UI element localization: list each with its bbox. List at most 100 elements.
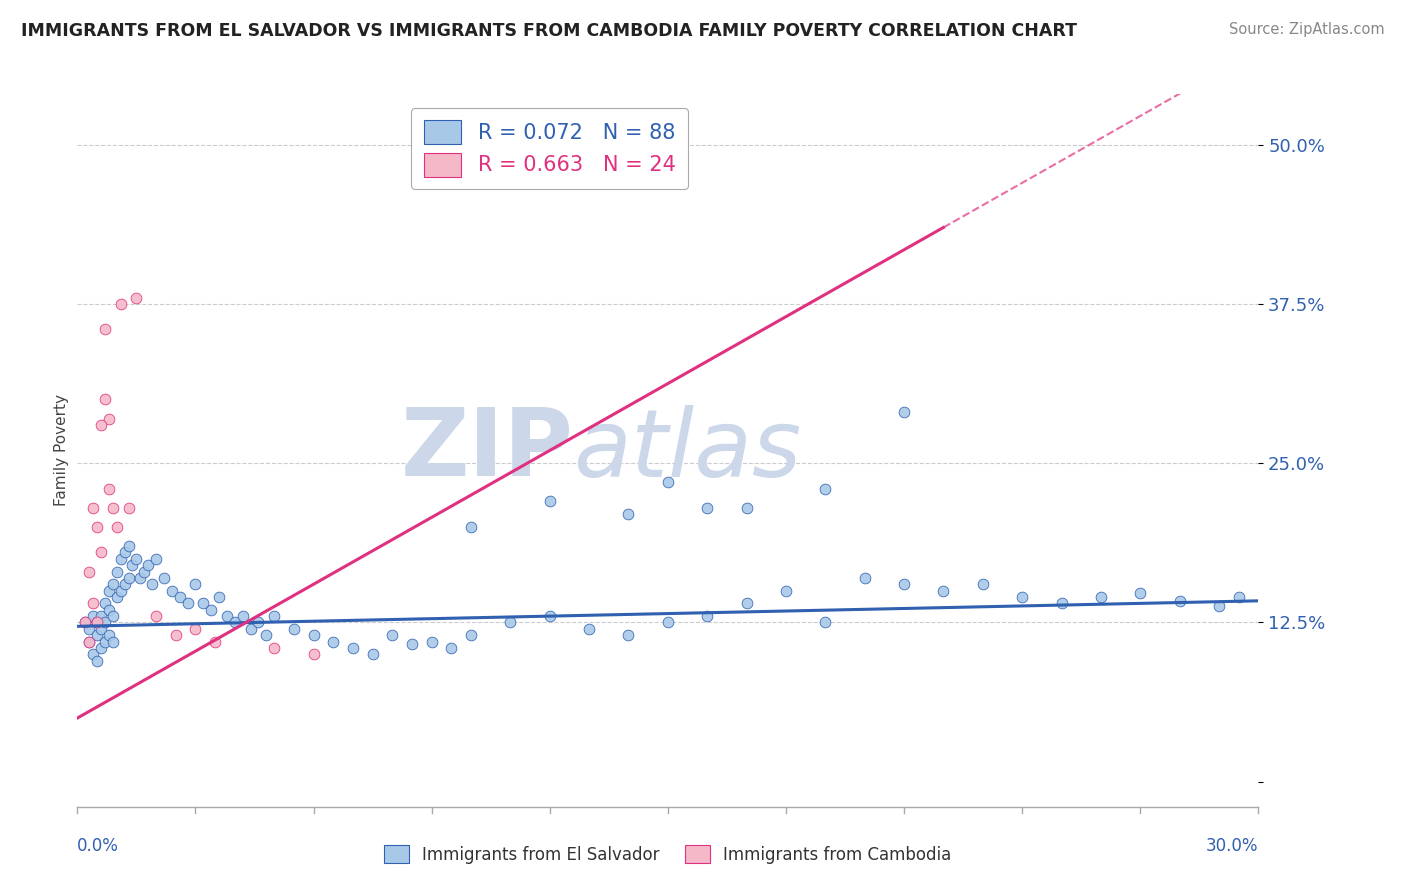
Point: [101, 609, 124, 624]
Point: [361, 648, 384, 662]
Point: [134, 565, 156, 579]
Point: [86, 628, 108, 642]
Point: [208, 590, 231, 604]
Point: [90, 622, 112, 636]
Point: [110, 583, 132, 598]
Text: 30.0%: 30.0%: [1206, 838, 1258, 855]
Point: [263, 640, 285, 655]
Point: [657, 475, 679, 490]
Point: [94, 322, 117, 336]
Point: [75, 615, 97, 630]
Point: [90, 545, 112, 559]
Point: [101, 577, 124, 591]
Y-axis label: Family Poverty: Family Poverty: [53, 394, 69, 507]
Point: [1011, 590, 1033, 604]
Point: [105, 520, 128, 534]
Point: [1208, 599, 1230, 613]
Point: [578, 622, 600, 636]
Point: [1168, 594, 1191, 608]
Point: [538, 494, 561, 508]
Point: [283, 622, 305, 636]
Point: [82, 596, 104, 610]
Point: [176, 596, 198, 610]
Point: [247, 615, 270, 630]
Point: [97, 583, 120, 598]
Point: [105, 590, 128, 604]
Point: [90, 417, 112, 432]
Point: [696, 500, 718, 515]
Point: [75, 615, 97, 630]
Point: [165, 628, 187, 642]
Point: [97, 603, 120, 617]
Point: [1227, 590, 1250, 604]
Point: [77, 565, 100, 579]
Point: [1129, 586, 1152, 600]
Point: [932, 583, 955, 598]
Text: atlas: atlas: [574, 405, 801, 496]
Point: [105, 565, 128, 579]
Point: [184, 622, 207, 636]
Point: [499, 615, 522, 630]
Point: [125, 551, 148, 566]
Point: [77, 622, 100, 636]
Point: [145, 609, 167, 624]
Point: [97, 411, 120, 425]
Point: [1050, 596, 1073, 610]
Point: [101, 500, 124, 515]
Point: [97, 628, 120, 642]
Point: [101, 634, 124, 648]
Point: [735, 596, 758, 610]
Point: [893, 405, 915, 419]
Point: [110, 297, 132, 311]
Point: [460, 520, 482, 534]
Point: [82, 648, 104, 662]
Point: [90, 640, 112, 655]
Text: IMMIGRANTS FROM EL SALVADOR VS IMMIGRANTS FROM CAMBODIA FAMILY POVERTY CORRELATI: IMMIGRANTS FROM EL SALVADOR VS IMMIGRANT…: [21, 22, 1077, 40]
Point: [97, 482, 120, 496]
Point: [204, 634, 226, 648]
Point: [121, 558, 143, 573]
Point: [86, 615, 108, 630]
Point: [82, 609, 104, 624]
Point: [86, 520, 108, 534]
Point: [401, 637, 423, 651]
Point: [696, 609, 718, 624]
Point: [254, 628, 277, 642]
Point: [893, 577, 915, 591]
Point: [193, 596, 215, 610]
Point: [94, 615, 117, 630]
Point: [1090, 590, 1112, 604]
Point: [86, 615, 108, 630]
Point: [420, 634, 443, 648]
Point: [735, 500, 758, 515]
Point: [322, 634, 344, 648]
Point: [342, 640, 364, 655]
Point: [814, 615, 837, 630]
Text: 0.0%: 0.0%: [77, 838, 120, 855]
Point: [302, 628, 325, 642]
Point: [617, 628, 640, 642]
Point: [460, 628, 482, 642]
Point: [125, 291, 148, 305]
Text: ZIP: ZIP: [401, 404, 574, 497]
Point: [117, 571, 139, 585]
Point: [117, 500, 139, 515]
Point: [814, 482, 837, 496]
Point: [215, 609, 238, 624]
Point: [160, 583, 183, 598]
Point: [972, 577, 994, 591]
Point: [657, 615, 679, 630]
Point: [82, 500, 104, 515]
Point: [232, 609, 254, 624]
Point: [129, 571, 152, 585]
Point: [263, 609, 285, 624]
Point: [110, 551, 132, 566]
Point: [381, 628, 404, 642]
Point: [94, 392, 117, 407]
Point: [141, 577, 163, 591]
Point: [440, 640, 463, 655]
Point: [77, 634, 100, 648]
Point: [853, 571, 876, 585]
Point: [617, 507, 640, 521]
Point: [302, 648, 325, 662]
